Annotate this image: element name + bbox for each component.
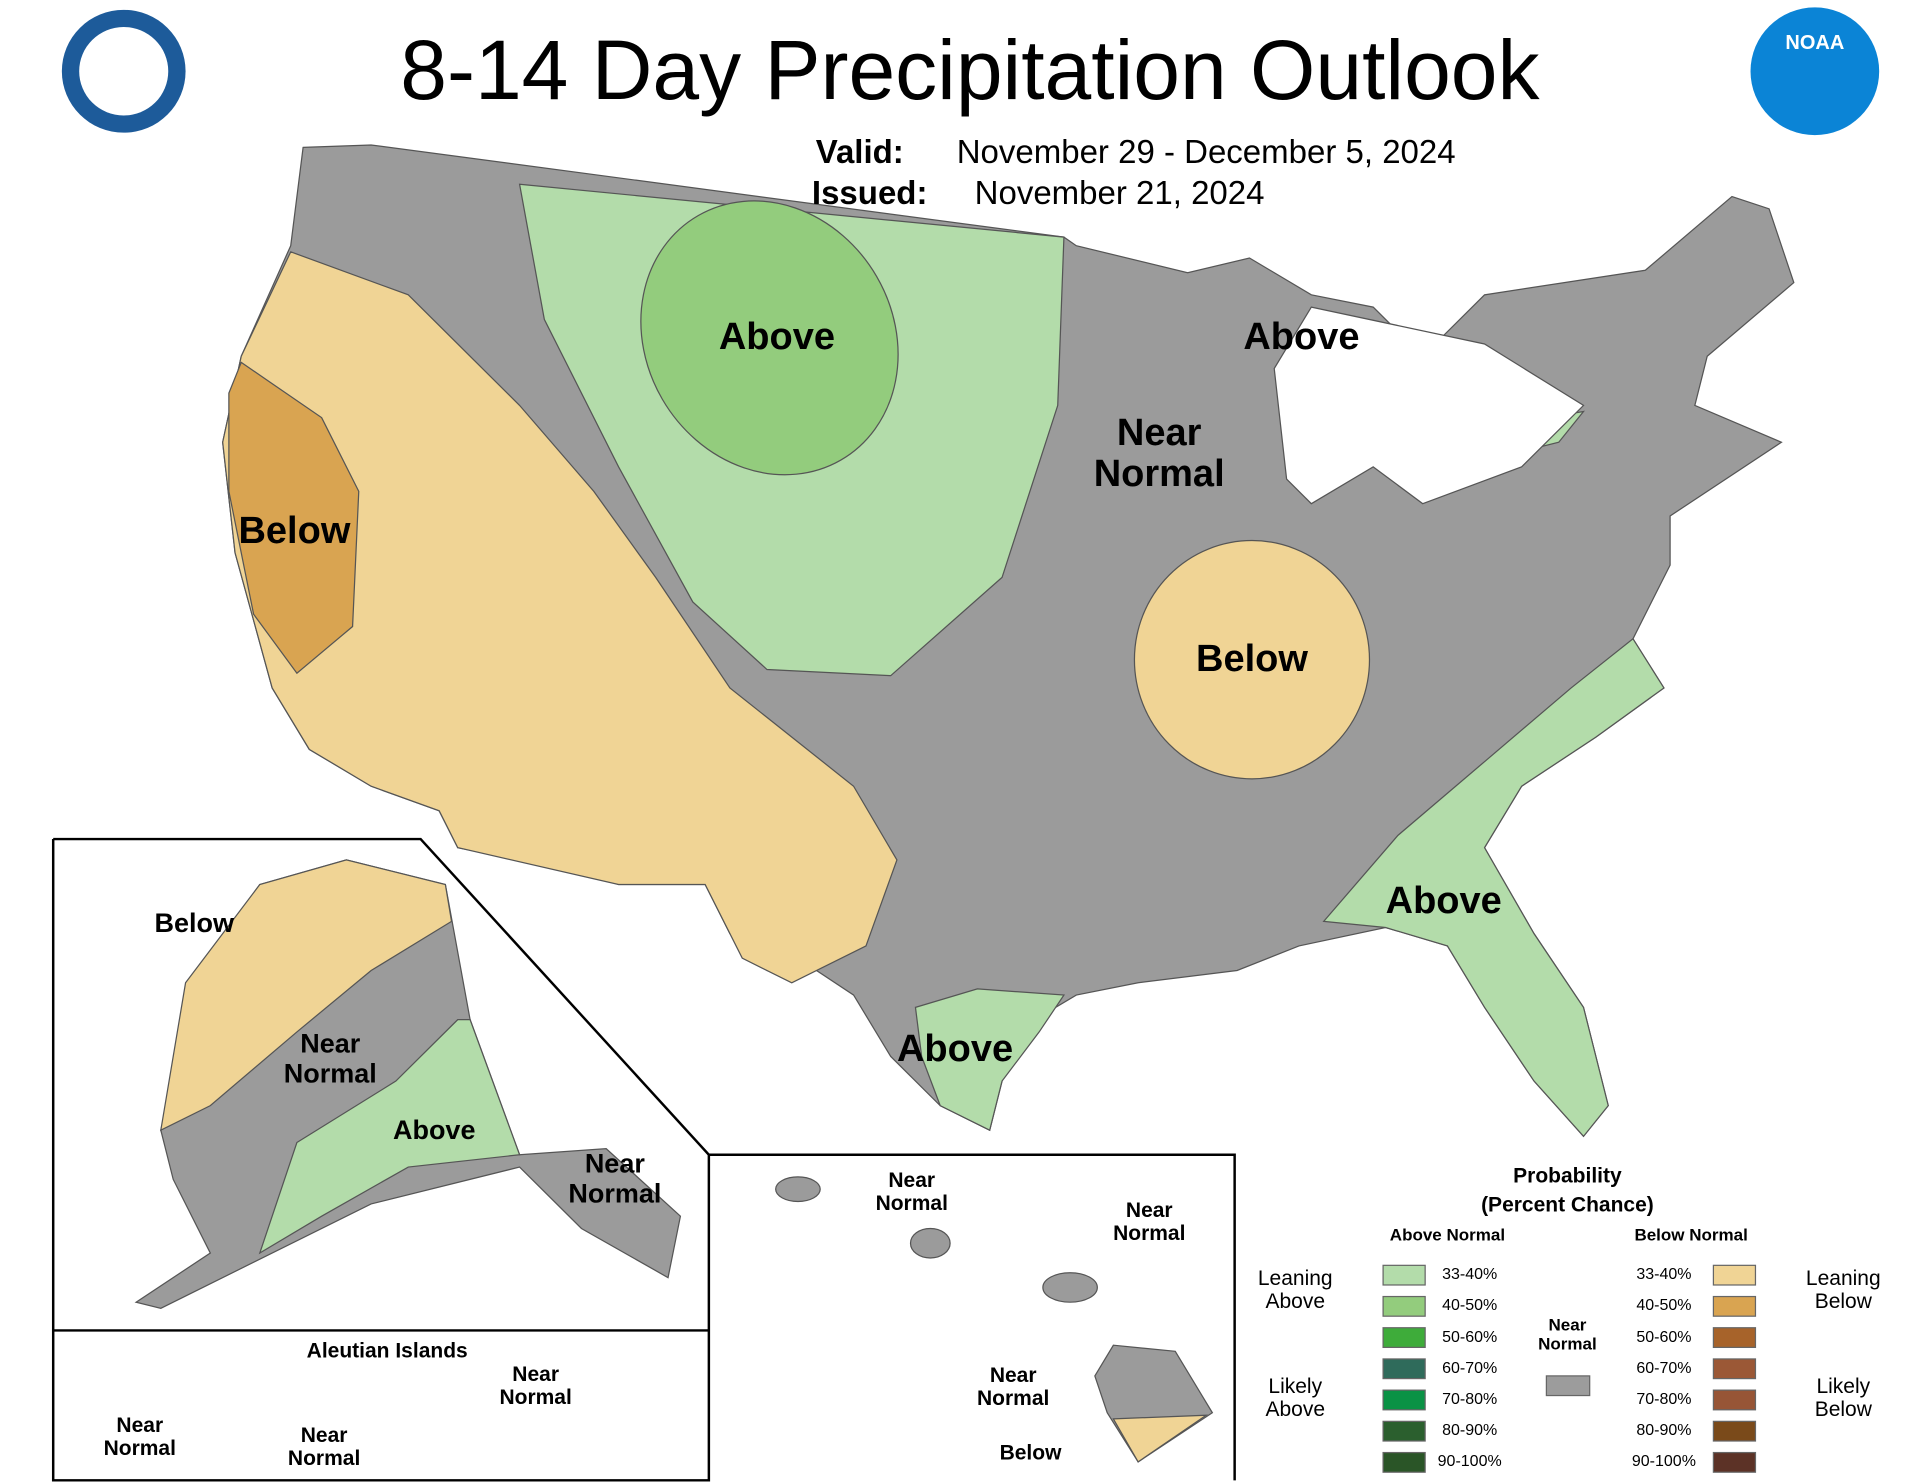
legend-swatch bbox=[1382, 1358, 1426, 1380]
region-label: Below bbox=[238, 510, 351, 553]
region-label: Above bbox=[1243, 315, 1360, 358]
legend-label: 60-70% bbox=[1442, 1359, 1498, 1377]
island bbox=[1042, 1272, 1098, 1303]
legend-swatch bbox=[1382, 1451, 1426, 1473]
island bbox=[909, 1227, 951, 1259]
region-label: Below bbox=[1196, 637, 1308, 680]
legend-label: 50-60% bbox=[1442, 1328, 1498, 1346]
below-west-core bbox=[228, 361, 360, 675]
alaska-above bbox=[258, 1019, 521, 1255]
aleutian-label: Near Normal bbox=[499, 1362, 572, 1409]
logo-text: NOAA bbox=[1785, 31, 1845, 54]
title: 8-14 Day Precipitation Outlook bbox=[400, 22, 1540, 117]
legend-label: 40-50% bbox=[1442, 1297, 1498, 1315]
hawaii-label: Below bbox=[999, 1441, 1062, 1465]
legend-swatch bbox=[1382, 1389, 1426, 1411]
aleutian-label: Near Normal bbox=[103, 1414, 176, 1461]
alaska-label: Below bbox=[154, 907, 234, 938]
issued-label: Issued: bbox=[811, 173, 928, 211]
above-north-core bbox=[640, 200, 899, 476]
legend-group: Leaning Below bbox=[1805, 1266, 1881, 1313]
legend-label: 33-40% bbox=[1636, 1266, 1692, 1284]
alaska-label: Above bbox=[392, 1115, 476, 1146]
above-southeast bbox=[1322, 637, 1665, 1138]
legend-swatch bbox=[1382, 1327, 1426, 1349]
legend-swatch bbox=[1712, 1295, 1757, 1317]
region-label: Above bbox=[1385, 879, 1502, 922]
conus bbox=[222, 144, 1795, 1138]
legend-swatch bbox=[1382, 1295, 1426, 1317]
hawaii-label: Near Normal bbox=[1113, 1199, 1186, 1246]
below-west bbox=[222, 251, 898, 984]
big-island-below bbox=[1112, 1414, 1209, 1463]
legend-label: 90-100% bbox=[1437, 1453, 1502, 1471]
legend-swatch bbox=[1382, 1420, 1426, 1442]
legend-label: 60-70% bbox=[1636, 1359, 1692, 1377]
legend-title: Probability bbox=[1513, 1164, 1622, 1188]
region-label: Near Normal bbox=[1093, 411, 1225, 496]
valid-label: Valid: bbox=[815, 133, 904, 171]
legend-swatch bbox=[1712, 1327, 1757, 1349]
region-label: Above bbox=[896, 1028, 1014, 1071]
legend-swatch bbox=[1712, 1264, 1757, 1286]
legend-label: 70-80% bbox=[1442, 1391, 1498, 1409]
below-midwest bbox=[1133, 539, 1371, 780]
legend-swatch bbox=[1712, 1451, 1757, 1473]
noaa-logo bbox=[1750, 7, 1880, 136]
legend-group: Likely Above bbox=[1265, 1374, 1326, 1421]
legend-swatch bbox=[1712, 1420, 1757, 1442]
legend-label: 40-50% bbox=[1636, 1297, 1692, 1315]
great-lakes bbox=[1273, 306, 1585, 505]
legend-label: 80-90% bbox=[1636, 1422, 1692, 1440]
hawaii-label: Near Normal bbox=[977, 1363, 1050, 1410]
above-texas bbox=[914, 988, 1066, 1132]
aleutian-label: Near Normal bbox=[287, 1424, 361, 1471]
legend-group: Leaning Above bbox=[1257, 1266, 1333, 1313]
hawaii-label: Near Normal bbox=[875, 1168, 948, 1215]
valid-date: November 29 - December 5, 2024 bbox=[956, 133, 1456, 171]
region-label: Above bbox=[718, 315, 835, 358]
legend-label: 70-80% bbox=[1636, 1391, 1692, 1409]
legend-subtitle: (Percent Chance) bbox=[1481, 1193, 1654, 1217]
alaska-frame bbox=[51, 837, 711, 1482]
issued-date: November 21, 2024 bbox=[974, 173, 1265, 211]
island bbox=[775, 1176, 821, 1203]
commerce-seal-inner bbox=[79, 27, 169, 116]
legend-label: 80-90% bbox=[1442, 1422, 1498, 1440]
legend-header: Below Normal bbox=[1634, 1225, 1748, 1245]
legend-swatch bbox=[1382, 1264, 1426, 1286]
legend-label: 90-100% bbox=[1631, 1453, 1696, 1471]
legend-near: Near Normal bbox=[1538, 1315, 1597, 1354]
legend-swatch bbox=[1712, 1389, 1757, 1411]
hawaii-frame bbox=[708, 1153, 1236, 1481]
legend-header: Above Normal bbox=[1389, 1225, 1506, 1245]
aleutian-title: Aleutian Islands bbox=[306, 1339, 468, 1363]
alaska-label: Near Normal bbox=[283, 1028, 377, 1088]
alaska-below bbox=[160, 859, 453, 1132]
legend-group: Likely Below bbox=[1814, 1374, 1872, 1421]
legend-label: 33-40% bbox=[1442, 1266, 1498, 1284]
alaska-label: Near Normal bbox=[568, 1148, 662, 1209]
legend-swatch bbox=[1545, 1375, 1591, 1397]
legend-swatch bbox=[1712, 1358, 1757, 1380]
legend-label: 50-60% bbox=[1636, 1328, 1692, 1346]
